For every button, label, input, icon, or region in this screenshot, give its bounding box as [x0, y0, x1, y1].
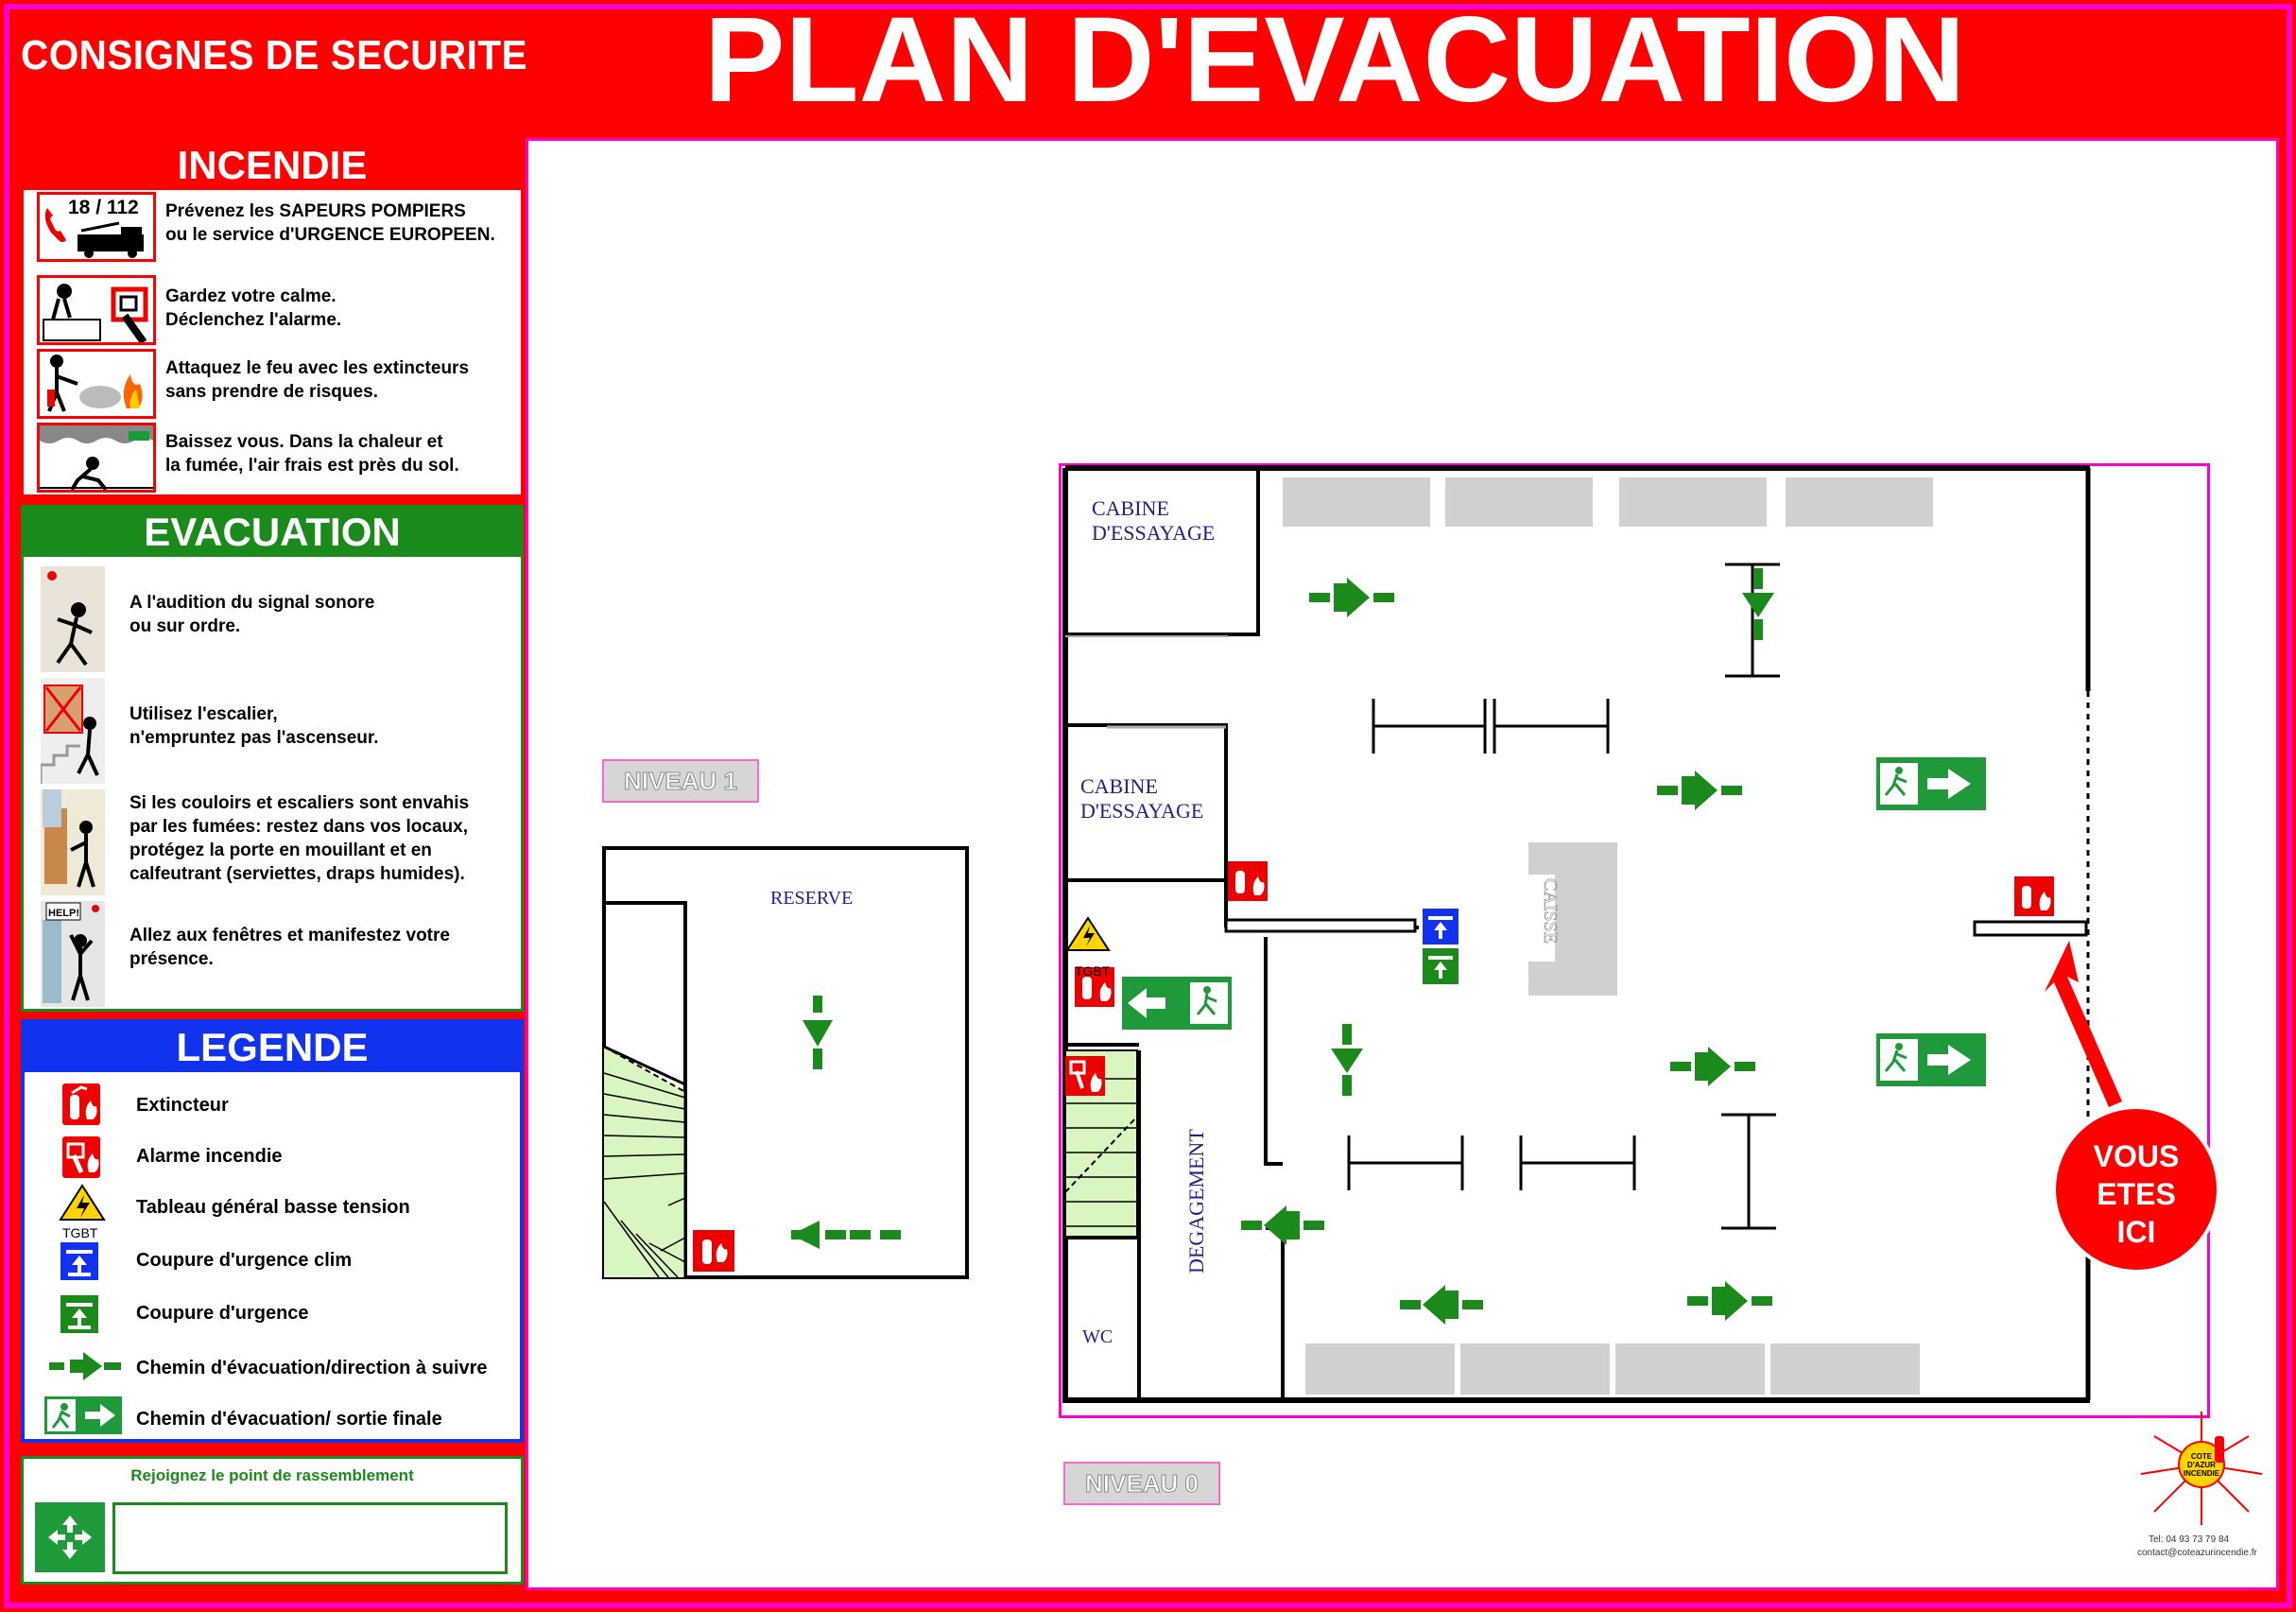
svg-text:D'AZUR: D'AZUR: [2187, 1461, 2216, 1469]
caisse-label: CAISSE: [1540, 878, 1562, 945]
evacuation-plan-title: PLAN D'EVACUATION: [704, 0, 1966, 128]
level-1-label: NIVEAU 1: [602, 759, 759, 803]
assembly-panel: Rejoignez le point de rassemblement: [21, 1456, 524, 1585]
legend-final-exit: Chemin d'évacuation/ sortie finale: [136, 1409, 442, 1430]
you-are-here-marker: VOUS ETES ICI: [2052, 1105, 2220, 1274]
door-pictogram: [41, 789, 105, 895]
alarm-button-icon: [43, 284, 148, 345]
seal-door-icon: [43, 789, 95, 888]
cabine-2-label: CABINE D'ESSAYAGE: [1080, 774, 1204, 823]
evacuation-text-4: Allez aux fenêtres et manifestez votre p…: [129, 926, 450, 969]
assembly-address-box: [112, 1502, 508, 1574]
cote-azur-incendie-logo-icon: COTE D'AZUR INCENDIE: [2140, 1412, 2263, 1525]
reserve-label: RESERVE: [770, 888, 854, 909]
logo-email: contact@coteazurincendie.fr: [2137, 1548, 2257, 1558]
svg-text:COTE: COTE: [2191, 1452, 2213, 1461]
svg-text:HELP!: HELP!: [48, 908, 79, 919]
evacuation-text-3: Si les couloirs et escaliers sont envahi…: [129, 793, 470, 884]
level-0-plan-right: [1871, 465, 2122, 1403]
crawl-low-icon: [40, 425, 153, 492]
incendie-text-2: Gardez votre calme. Déclenchez l'alarme.: [165, 286, 342, 330]
running-person-icon: [47, 571, 93, 667]
final-exit-icon: [44, 1396, 122, 1434]
incendie-text-4: Baissez vous. Dans la chaleur et la fumé…: [165, 432, 459, 476]
legend-fire-alarm: Alarme incendie: [136, 1146, 283, 1167]
crawl-pictogram: [37, 423, 156, 493]
fight-fire-icon: [47, 355, 143, 412]
evacuation-panel: EVACUATION A l'audition du signal sonore…: [21, 505, 524, 1012]
evacuation-direction-icon: [49, 1352, 121, 1380]
exit-sign-right-bottom: [1876, 1033, 1986, 1086]
legend-emergency-cutoff: Coupure d'urgence: [136, 1303, 309, 1324]
level-0-label: NIVEAU 0: [1063, 1462, 1220, 1505]
emergency-cutoff-icon: [60, 1295, 98, 1333]
incendie-title: INCENDIE: [24, 141, 521, 190]
safety-instructions-title: CONSIGNES DE SECURITE: [21, 32, 527, 78]
assembly-label: Rejoignez le point de rassemblement: [130, 1466, 414, 1484]
phone-truck-icon: [44, 208, 144, 258]
logo-phone: Tel: 04 93 73 79 84: [2149, 1534, 2230, 1545]
emergency-number: 18 / 112: [68, 197, 139, 218]
assembly-point-icon: [35, 1502, 105, 1572]
evacuation-text-2: Utilisez l'escalier, n'empruntez pas l'a…: [129, 704, 379, 748]
hvac-cutoff-icon: [60, 1242, 98, 1280]
no-elevator-icon: [39, 685, 99, 784]
evacuation-title: EVACUATION: [24, 508, 521, 557]
exit-sign-left: [1122, 977, 1232, 1030]
legend-evacuation-direction: Chemin d'évacuation/direction à suivre: [136, 1358, 488, 1378]
legend-tgbt-label: TGBT: [62, 1225, 98, 1240]
legende-panel: LEGENDE Extincteur Alarme incendie TGBT …: [21, 1019, 524, 1443]
alarm-pictogram: [37, 275, 156, 345]
legend-tgbt: Tableau général basse tension: [136, 1197, 410, 1218]
incendie-text-3: Attaquez le feu avec les extincteurs san…: [165, 358, 470, 402]
exit-sign-right-top: [1876, 757, 1986, 810]
level-0-plan: [1062, 465, 2043, 1403]
level-1-plan: [602, 846, 969, 1279]
help-window-icon: HELP!: [43, 902, 99, 1003]
company-logo: COTE D'AZUR INCENDIE Tel: 04 93 73 79 84…: [2135, 1408, 2268, 1578]
level-0-outline: [1059, 463, 2210, 1418]
extinguisher-icon: [62, 1083, 100, 1125]
evacuation-text-1: A l'audition du signal sonore ou sur ord…: [129, 593, 375, 636]
floor-plan: NIVEAU 1: [526, 138, 2279, 1590]
cabine-1-label: CABINE D'ESSAYAGE: [1092, 496, 1216, 545]
high-voltage-icon: [59, 1184, 106, 1221]
stairs-pictogram: [39, 678, 105, 784]
incendie-text-1: Prévenez les SAPEURS POMPIERS ou le serv…: [165, 201, 495, 245]
window-pictogram: HELP!: [41, 901, 105, 1007]
incendie-panel: INCENDIE 18 / 112 Prévenez les SAPEURS P…: [21, 138, 524, 497]
svg-text:INCENDIE: INCENDIE: [2184, 1469, 2220, 1478]
legend-hvac-cutoff: Coupure d'urgence clim: [136, 1250, 353, 1271]
legend-extinguisher: Extincteur: [136, 1095, 229, 1116]
tgbt-map-label: TGBT: [1075, 963, 1111, 979]
legende-title: LEGENDE: [25, 1023, 520, 1072]
poster-frame: [4, 4, 2292, 1608]
fire-alarm-icon: [62, 1136, 100, 1178]
wc-label: WC: [1082, 1326, 1113, 1347]
extinguisher-pictogram: [37, 349, 156, 419]
degagement-label: DEGAGEMENT: [1184, 1129, 1208, 1274]
signal-pictogram: [41, 566, 105, 672]
fire-call-pictogram: 18 / 112: [37, 192, 156, 262]
